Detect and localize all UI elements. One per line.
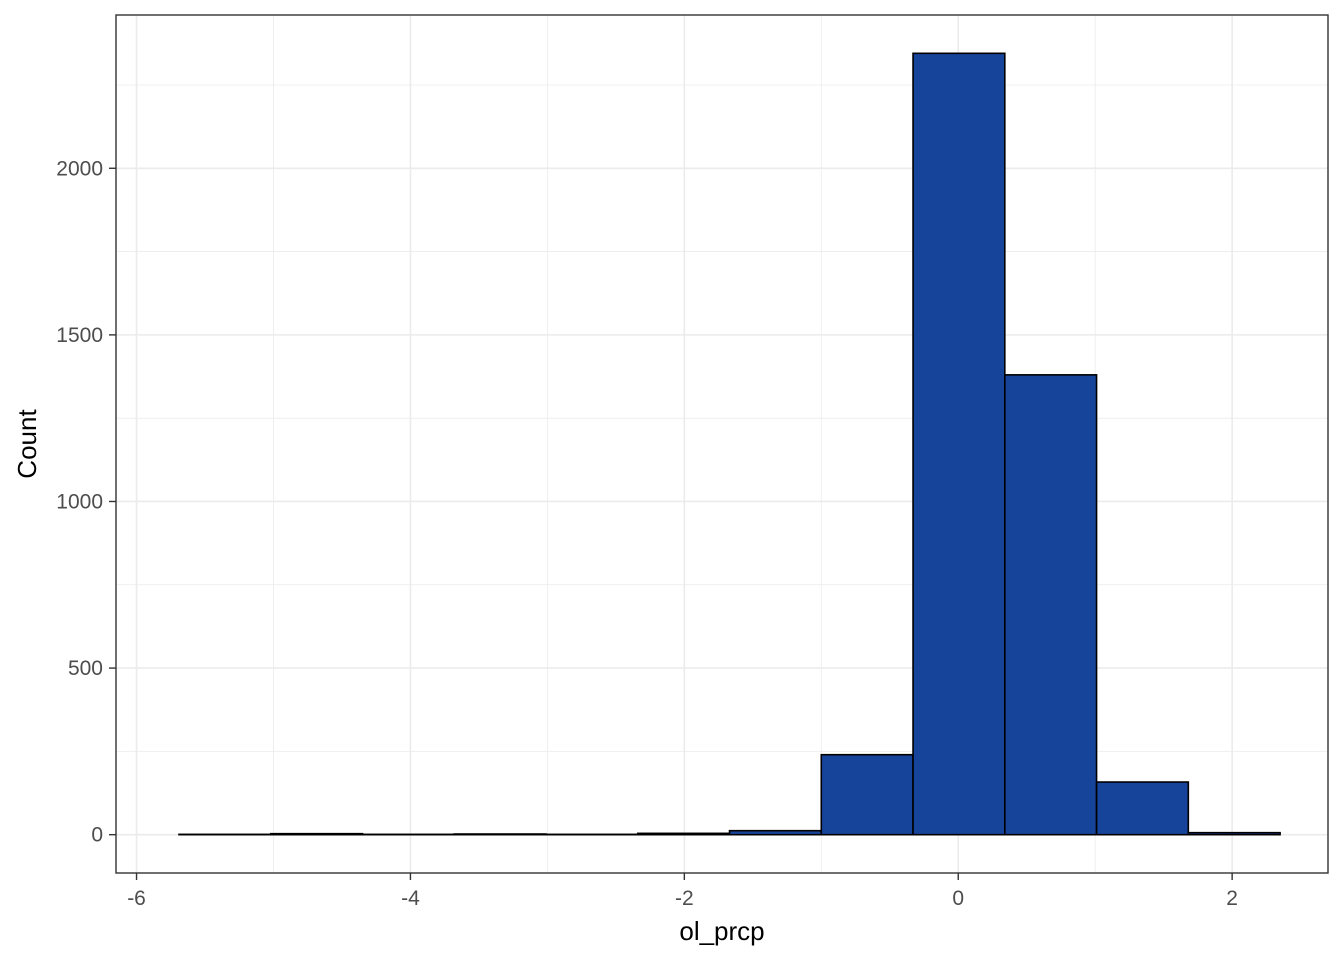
y-tick-label: 1500 <box>56 324 103 347</box>
y-tick-label: 2000 <box>56 157 103 180</box>
y-tick-label: 500 <box>68 657 103 680</box>
x-axis-title: ol_prcp <box>679 916 764 946</box>
histogram-bar <box>453 833 547 836</box>
histogram-bar <box>912 52 1006 836</box>
panel-border <box>115 14 1329 874</box>
y-tick-label: 0 <box>91 824 103 847</box>
histogram-bar <box>1187 831 1281 836</box>
y-axis-title: Count <box>12 409 42 479</box>
histogram-bars <box>178 52 1281 836</box>
x-tick-label: 0 <box>952 887 964 910</box>
x-tick-label: -4 <box>401 887 420 910</box>
histogram-bar <box>1003 374 1098 836</box>
histogram-bar <box>728 829 823 836</box>
y-axis: 0 500 1000 1500 2000 <box>56 157 116 847</box>
x-axis: -6 -4 -2 0 2 <box>127 873 1238 910</box>
histogram-bar <box>636 832 731 836</box>
histogram-bar <box>269 832 364 836</box>
y-tick-label: 1000 <box>56 490 103 513</box>
x-tick-label: -2 <box>675 887 694 910</box>
x-tick-label: -6 <box>127 887 146 910</box>
grid-minor <box>116 15 1328 873</box>
histogram-bar <box>1095 781 1190 836</box>
histogram-bar <box>820 753 914 836</box>
x-tick-label: 2 <box>1226 887 1238 910</box>
